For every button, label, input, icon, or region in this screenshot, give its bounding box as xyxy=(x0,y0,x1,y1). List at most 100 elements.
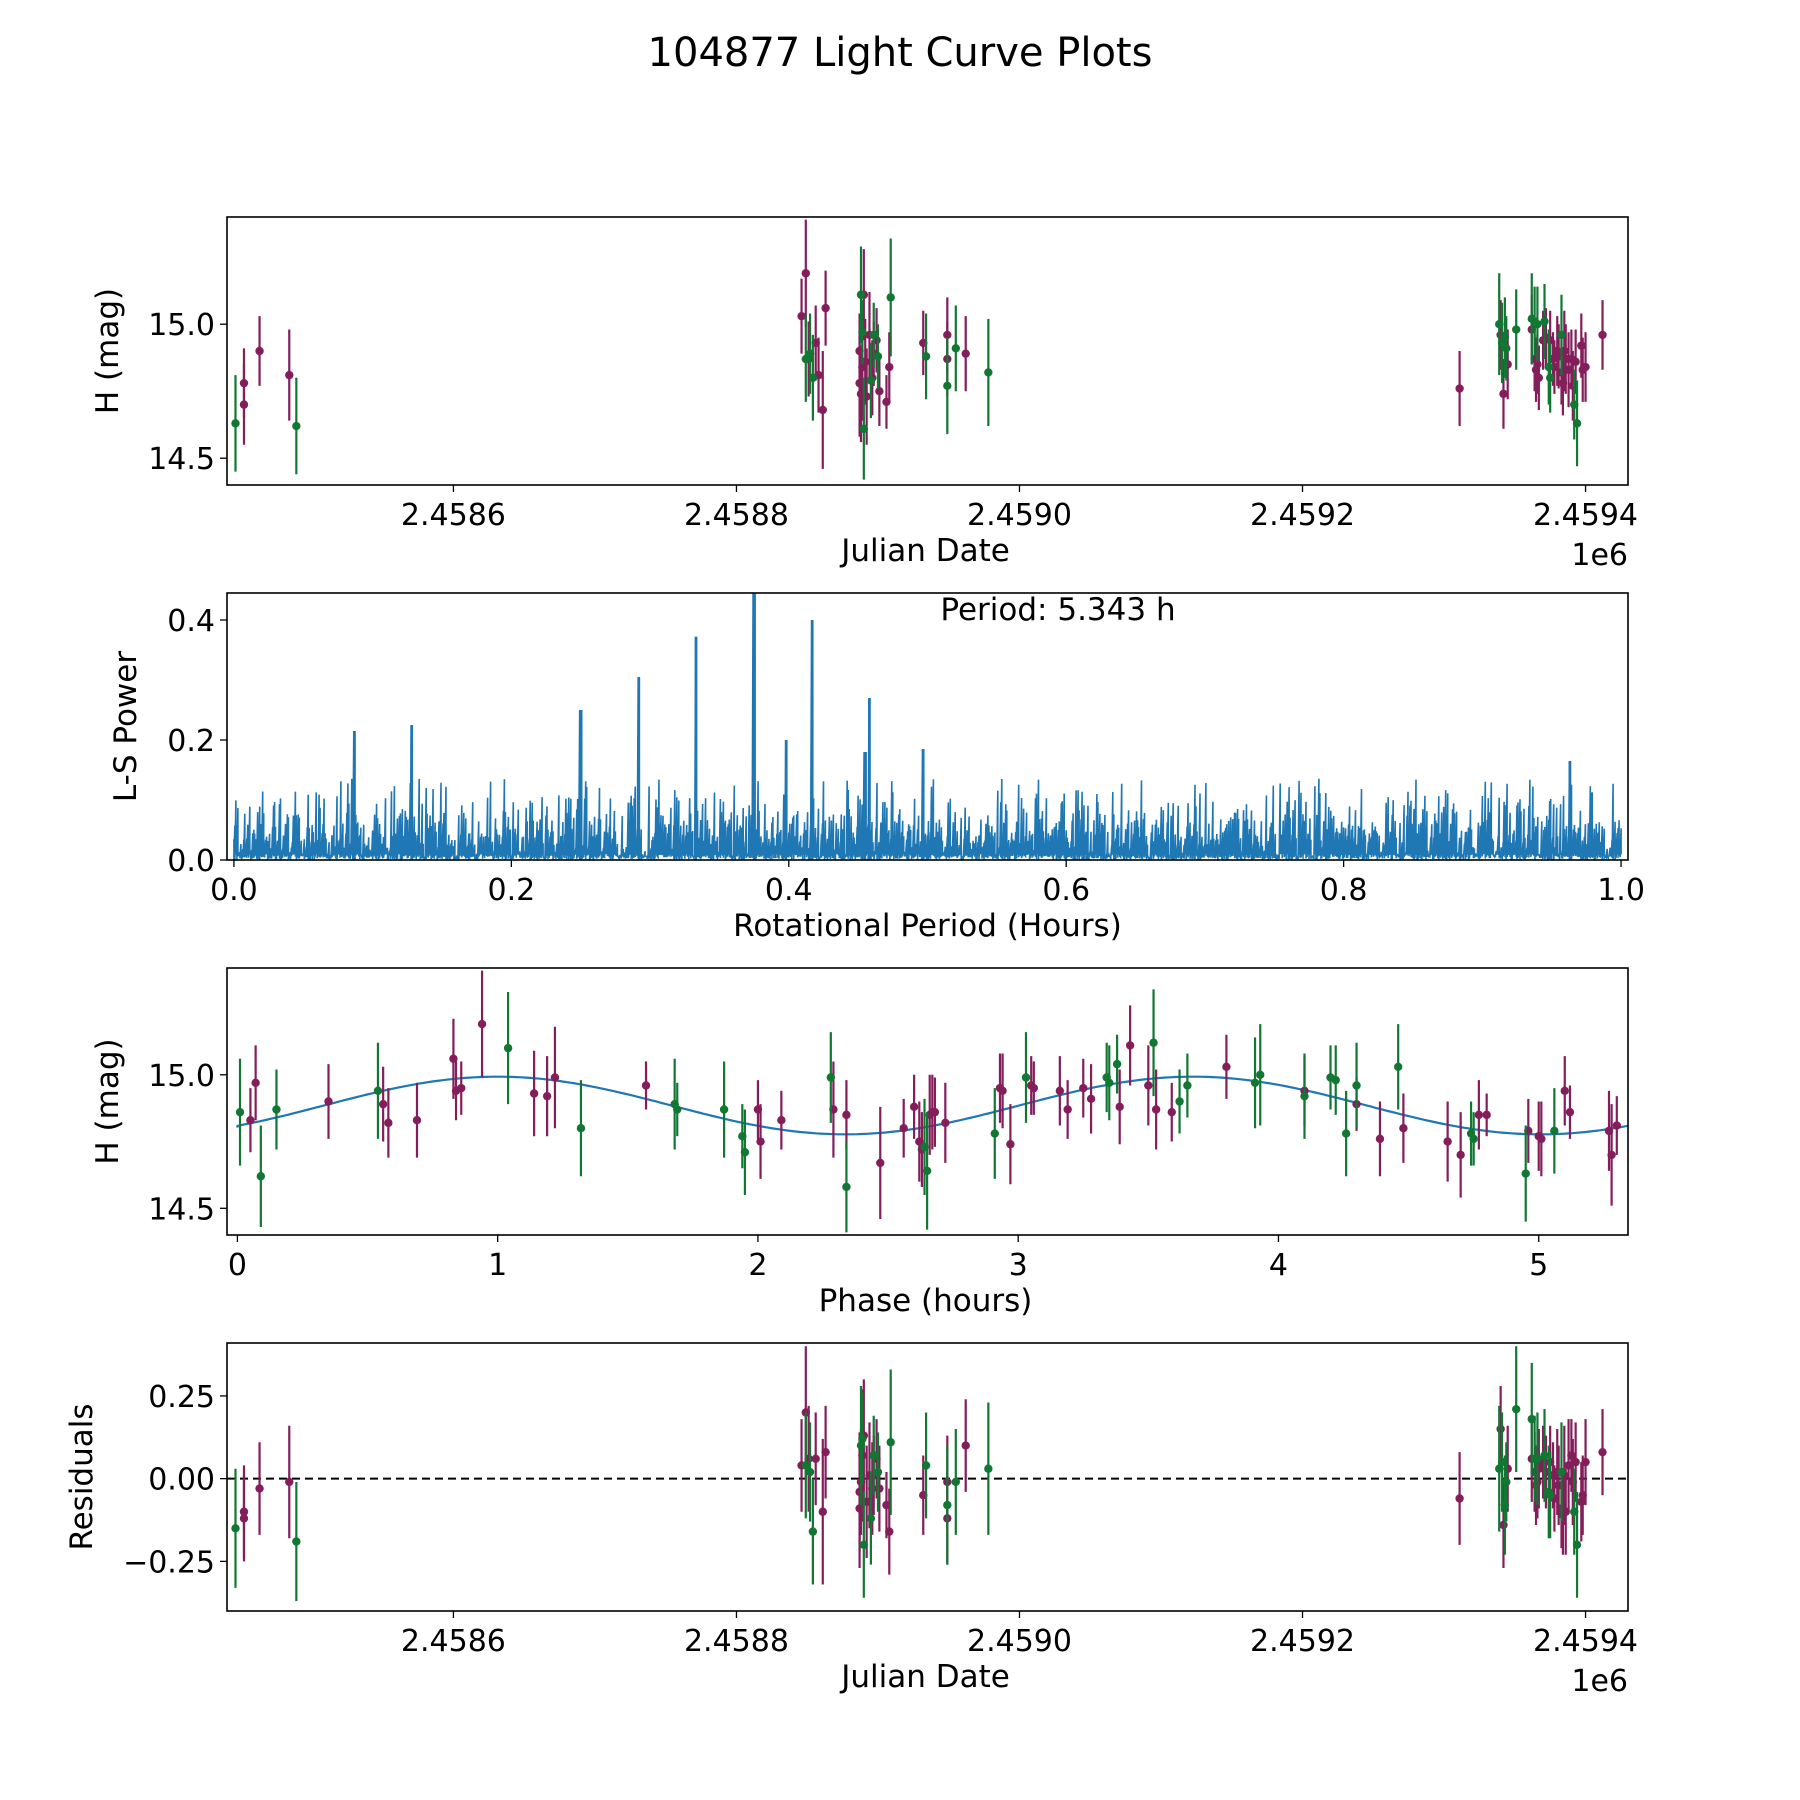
periodogram-xtick-label: 0.8 xyxy=(1320,873,1368,908)
data-point xyxy=(821,303,830,313)
data-point xyxy=(818,405,827,415)
periodogram-xlabel: Rotational Period (Hours) xyxy=(733,908,1122,944)
data-point xyxy=(818,1507,827,1516)
data-point xyxy=(811,1454,820,1464)
phased-ticks: 0 1 2 3 4 5 14.5 15.0 xyxy=(148,1059,1548,1283)
data-point xyxy=(1577,341,1586,350)
data-point xyxy=(1300,1091,1309,1101)
periodogram-xtick-label: 0.0 xyxy=(210,873,258,908)
data-point xyxy=(576,1124,586,1133)
data-point xyxy=(951,344,961,353)
data-point xyxy=(1021,1073,1031,1082)
data-point xyxy=(899,1124,908,1133)
data-point xyxy=(292,421,301,431)
data-point xyxy=(1144,1081,1153,1090)
data-point xyxy=(943,330,952,340)
periodogram-panel: 0.0 0.2 0.4 0.6 0.8 1.0 0.0 0.2 0.4 Rotational P… xyxy=(108,592,1645,944)
data-point xyxy=(1572,419,1582,428)
data-point xyxy=(886,293,895,302)
phased-ytick-label: 14.5 xyxy=(148,1192,215,1227)
data-point xyxy=(951,1477,961,1487)
data-point xyxy=(231,1524,240,1533)
data-point xyxy=(1550,1126,1559,1136)
lightcurve-xtick-label: 2.4590 xyxy=(967,498,1072,533)
data-point xyxy=(873,1467,883,1477)
data-point xyxy=(885,1527,894,1536)
periodogram-marks xyxy=(233,593,1622,860)
data-point xyxy=(941,1118,950,1128)
data-point xyxy=(1456,1150,1465,1160)
data-point xyxy=(866,1514,876,1523)
lightcurve-xtick-label: 2.4586 xyxy=(401,498,506,533)
data-point xyxy=(808,1527,818,1536)
data-point xyxy=(1512,325,1521,334)
data-point xyxy=(292,1537,301,1546)
data-point xyxy=(285,1477,294,1487)
data-point xyxy=(1079,1083,1088,1093)
data-point xyxy=(885,362,894,372)
residuals-ytick-label: 0.00 xyxy=(148,1463,215,1498)
data-point xyxy=(272,1105,281,1114)
periodogram-plot-area xyxy=(233,593,1622,860)
data-point xyxy=(255,1484,264,1493)
lightcurve-xtick-label: 2.4588 xyxy=(684,498,789,533)
data-point xyxy=(1500,1500,1510,1510)
data-point xyxy=(384,1118,393,1128)
data-point xyxy=(503,1043,513,1053)
data-point xyxy=(256,1172,266,1181)
data-point xyxy=(1250,1078,1260,1088)
figure-title: 104877 Light Curve Plots xyxy=(648,30,1153,76)
residuals-xtick-label: 2.4588 xyxy=(684,1624,789,1659)
phased-marks xyxy=(235,970,1628,1233)
data-point xyxy=(875,387,884,396)
periodogram-ytick-label: 0.2 xyxy=(167,724,215,759)
periodogram-ytick-label: 0.4 xyxy=(167,604,215,639)
data-point xyxy=(1399,1124,1408,1133)
data-point xyxy=(984,368,993,377)
data-point xyxy=(858,1434,867,1444)
data-point xyxy=(740,1148,750,1157)
data-point xyxy=(1029,1083,1039,1093)
periodogram-xtick-label: 0.6 xyxy=(1042,873,1090,908)
data-point xyxy=(1540,317,1549,326)
data-point xyxy=(719,1105,729,1114)
phased-xtick-label: 2 xyxy=(748,1248,767,1283)
data-point xyxy=(1482,1110,1491,1120)
data-point xyxy=(1496,1424,1505,1434)
residuals-panel: 2.4586 2.4588 2.4590 2.4592 2.4594 −0.25 0.00 0… xyxy=(64,1342,1638,1699)
data-point xyxy=(457,1083,466,1093)
data-point xyxy=(1393,1062,1403,1071)
phased-xtick-label: 0 xyxy=(228,1248,247,1283)
data-point xyxy=(1063,1105,1072,1114)
data-point xyxy=(808,373,818,382)
lightcurve-panel: 2.4586 2.4588 2.4590 2.4592 2.4594 14.5 15.0 J… xyxy=(90,216,1638,573)
data-point xyxy=(1612,1121,1622,1130)
data-point xyxy=(856,290,866,299)
lightcurve-xtick-label: 2.4592 xyxy=(1250,498,1355,533)
lightcurve-ytick-label: 14.5 xyxy=(148,442,215,477)
data-point xyxy=(1521,1169,1530,1178)
residuals-xtick-label: 2.4586 xyxy=(401,1624,506,1659)
phased-panel: 0 1 2 3 4 5 14.5 15.0 Phase (hours) H (mag) xyxy=(90,967,1629,1319)
data-point xyxy=(1502,1477,1511,1487)
residuals-plot-area xyxy=(227,1346,1628,1602)
periodogram-line xyxy=(233,593,1622,860)
data-point xyxy=(984,1464,993,1473)
periodogram-ytick-label: 0.0 xyxy=(167,844,215,879)
data-point xyxy=(875,1484,884,1493)
data-point xyxy=(943,1500,952,1510)
data-point xyxy=(1352,1081,1361,1090)
periodogram-ticks: 0.0 0.2 0.4 0.6 0.8 1.0 0.0 0.2 0.4 xyxy=(167,604,1645,908)
data-point xyxy=(1545,1490,1555,1500)
residuals-ytick-label: 0.25 xyxy=(148,1380,215,1415)
lightcurve-axes-frame xyxy=(226,216,1629,486)
data-point xyxy=(1557,330,1566,340)
lightcurve-marks xyxy=(231,219,1607,480)
residuals-marks xyxy=(227,1346,1628,1602)
data-point xyxy=(449,1054,458,1063)
lightcurve-ytick-label: 15.0 xyxy=(148,308,215,343)
lightcurve-ticks: 2.4586 2.4588 2.4590 2.4592 2.4594 14.5 15.0 xyxy=(148,308,1638,533)
data-point xyxy=(1598,1447,1607,1457)
data-point xyxy=(1474,1110,1484,1120)
